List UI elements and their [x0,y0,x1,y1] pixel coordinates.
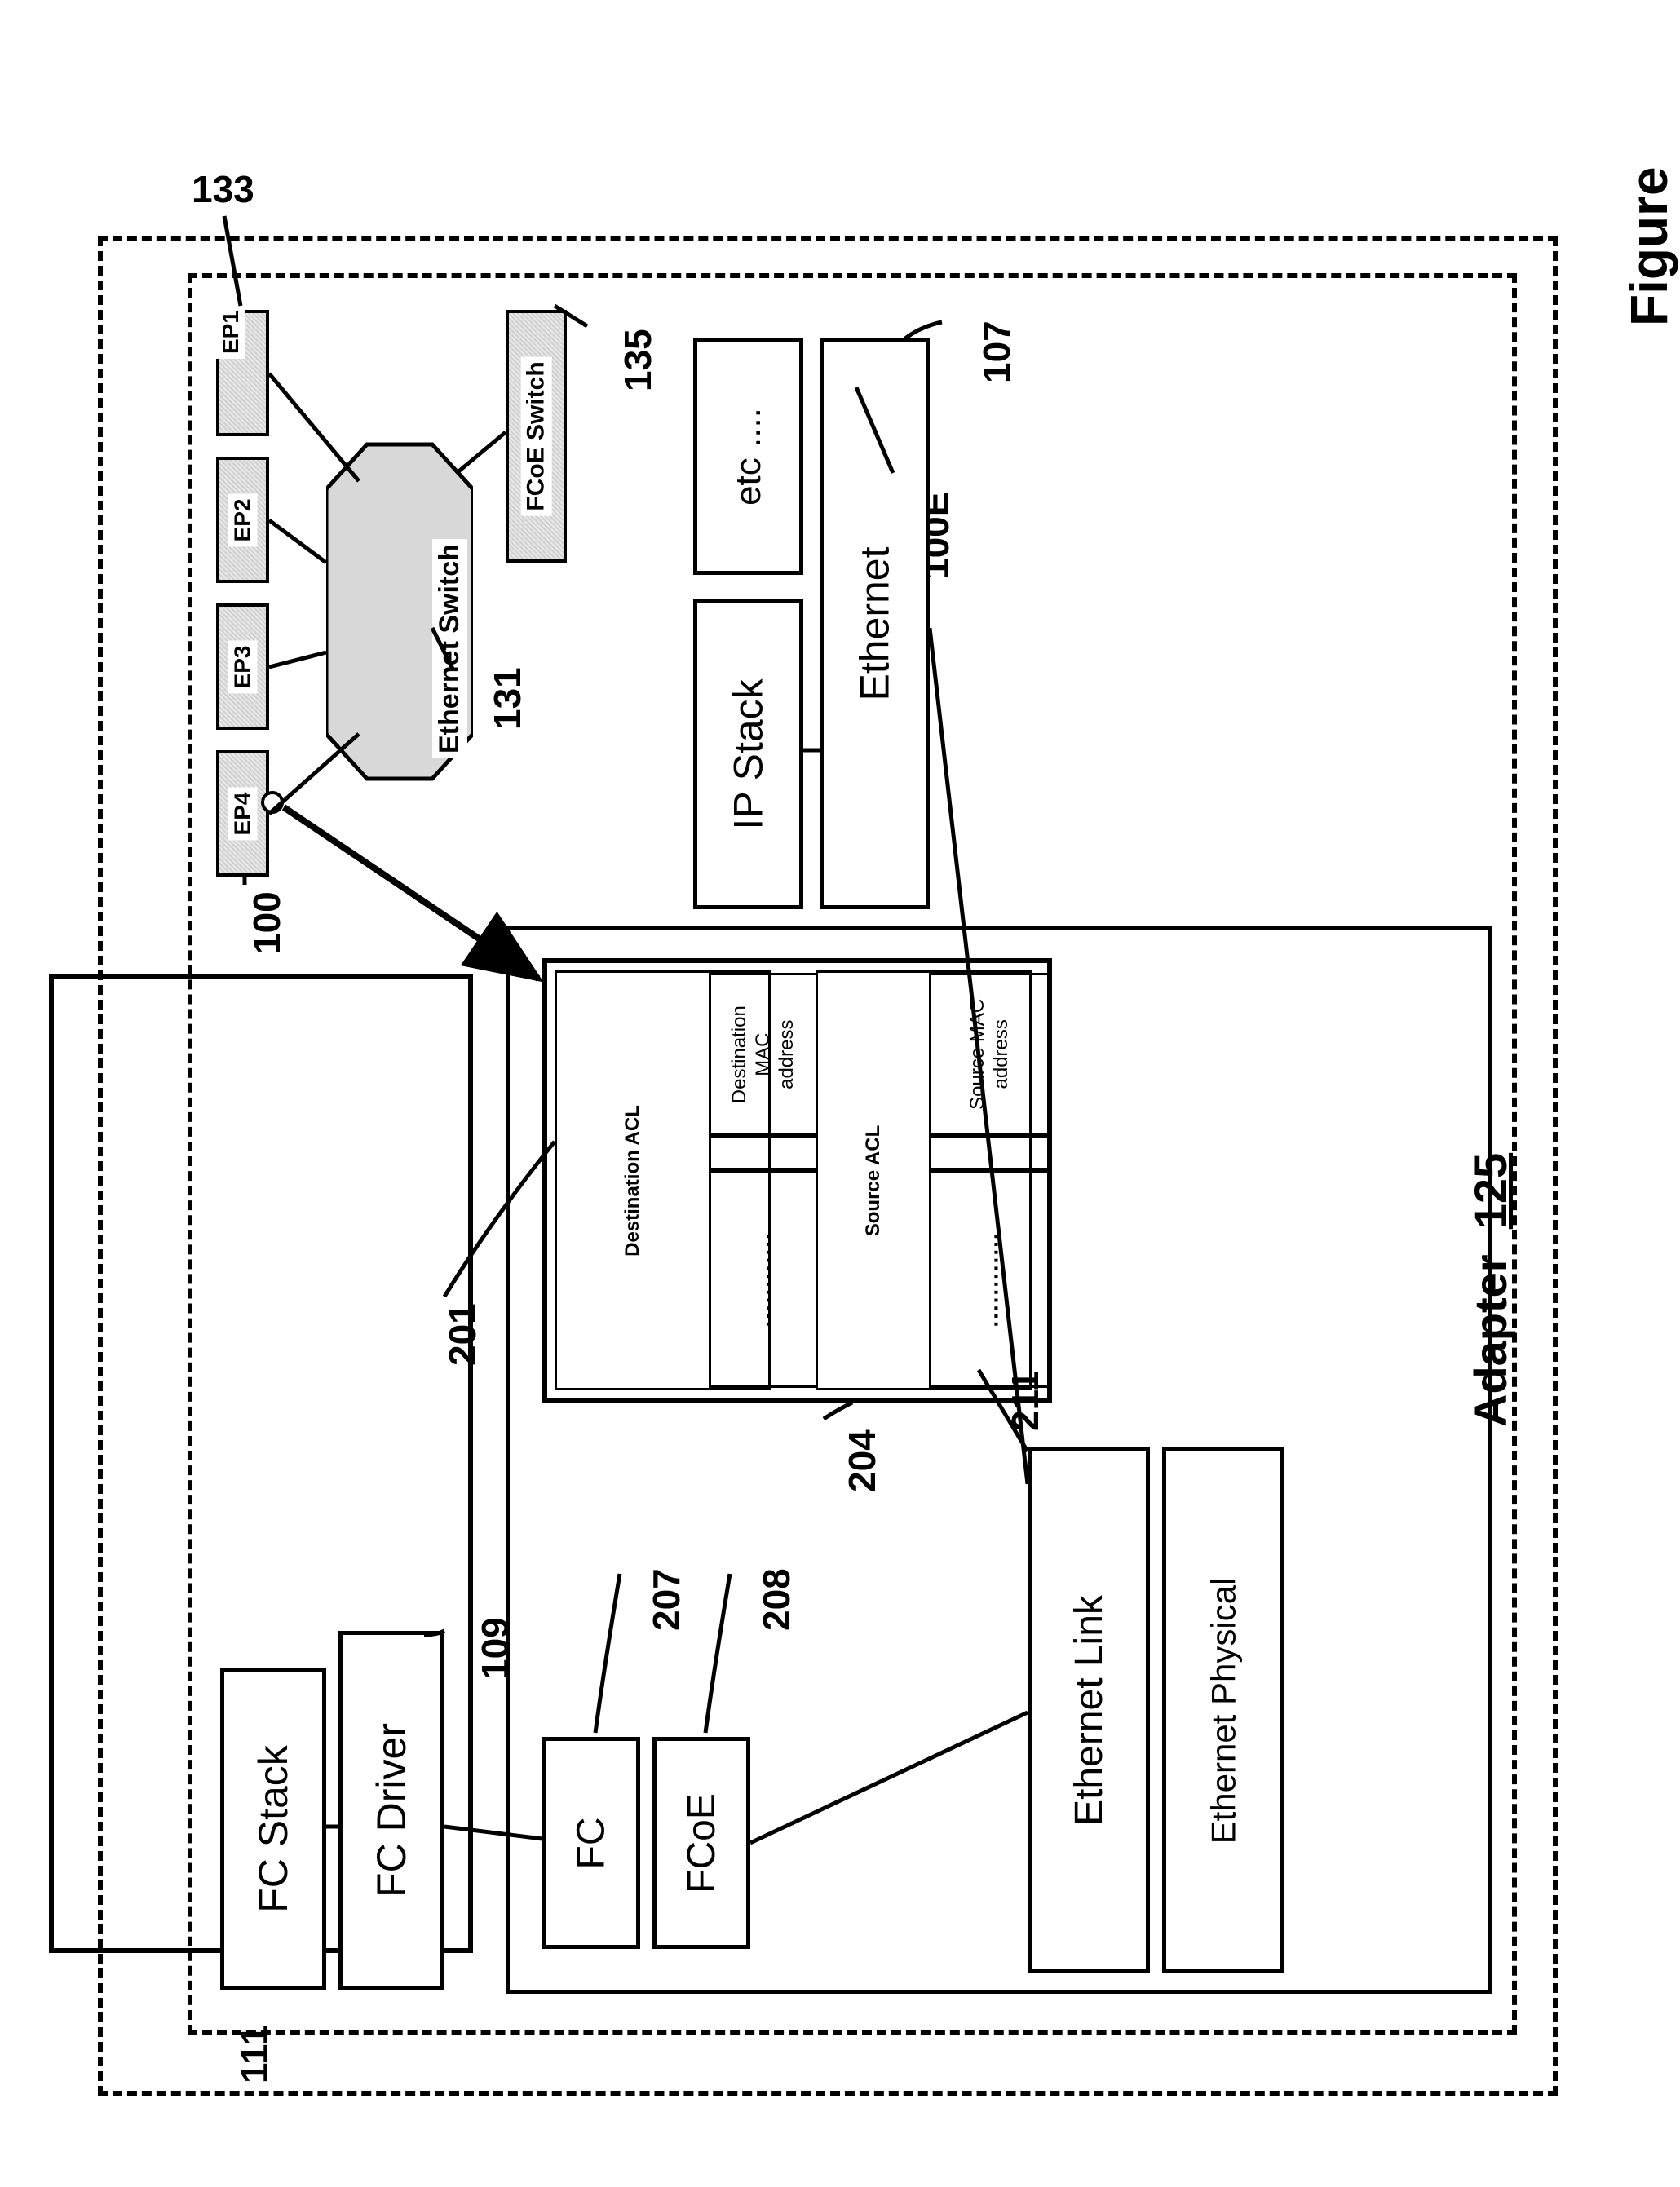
fc-driver-block: FC Driver [338,1631,444,1990]
ref-211: 211 [1003,1371,1047,1431]
ref-100: 100 [245,891,289,954]
ip-stack-label: IP Stack [725,678,772,829]
figure-title: Figure 2 [1619,166,1680,326]
adapter-label: Adapter 125 [1464,1153,1517,1427]
ref-201: 201 [440,1303,484,1366]
ref-204: 204 [840,1429,884,1492]
ref-111: 111 [232,2025,276,2083]
dest-acl-header: Destination ACL [621,1105,644,1257]
ref-208: 208 [754,1568,798,1631]
ep3-label: EP3 [228,640,258,693]
eth-phys-block: Ethernet Physical [1162,1447,1284,1973]
src-dots: ............ [977,1231,1003,1327]
ethernet-drv-block: Ethernet [820,338,930,909]
ref-133: 133 [192,167,254,211]
ep2-node: EP2 [216,457,269,583]
ep1-node: EP1 [216,310,269,436]
diagram-canvas: Figure 2 200 100E 201 EP1 EP2 EP3 EP4 Et… [0,0,1680,2187]
ethernet-drv-label: Ethernet [851,546,899,700]
ep4-node: EP4 [216,750,269,877]
fc-stack-label: FC Stack [250,1745,297,1913]
fc-label: FC [568,1817,613,1869]
fcoe-switch-node: FCoE Switch [506,310,567,563]
ref-207: 207 [644,1568,688,1631]
src-mac-cell: Source MACaddress [967,999,1015,1110]
ep4-detail-circle [261,791,284,814]
ref-107: 107 [975,320,1019,383]
fc-driver-label: FC Driver [368,1723,415,1898]
ep3-node: EP3 [216,603,269,730]
etc-block: etc .... [693,338,803,575]
ep4-label: EP4 [228,787,258,840]
ref-135: 135 [616,329,660,391]
ep2-label: EP2 [228,493,258,546]
src-acl-table: Source ACL Source MACaddress ...........… [816,970,1032,1390]
src-acl-header: Source ACL [862,1124,885,1235]
eth-link-label: Ethernet Link [1067,1595,1112,1826]
fc-stack-block: FC Stack [220,1668,326,1990]
fcoe-switch-label: FCoE Switch [521,356,552,515]
eth-phys-label: Ethernet Physical [1204,1577,1243,1844]
dest-dots: ............ [750,1231,776,1327]
fc-block: FC [542,1737,640,1949]
fcoe-label: FCoE [679,1793,724,1893]
ref-131: 131 [485,667,529,730]
eth-link-block: Ethernet Link [1028,1447,1150,1973]
ethernet-switch-label: Ethernet Switch [432,539,467,758]
dest-acl-table: Destination ACL DestinationMACaddress ..… [555,970,771,1390]
dest-mac-cell: DestinationMACaddress [728,1005,798,1103]
fcoe-block: FCoE [652,1737,750,1949]
etc-label: etc .... [727,408,768,506]
ep1-label: EP1 [216,306,245,359]
ip-stack-block: IP Stack [693,599,803,909]
